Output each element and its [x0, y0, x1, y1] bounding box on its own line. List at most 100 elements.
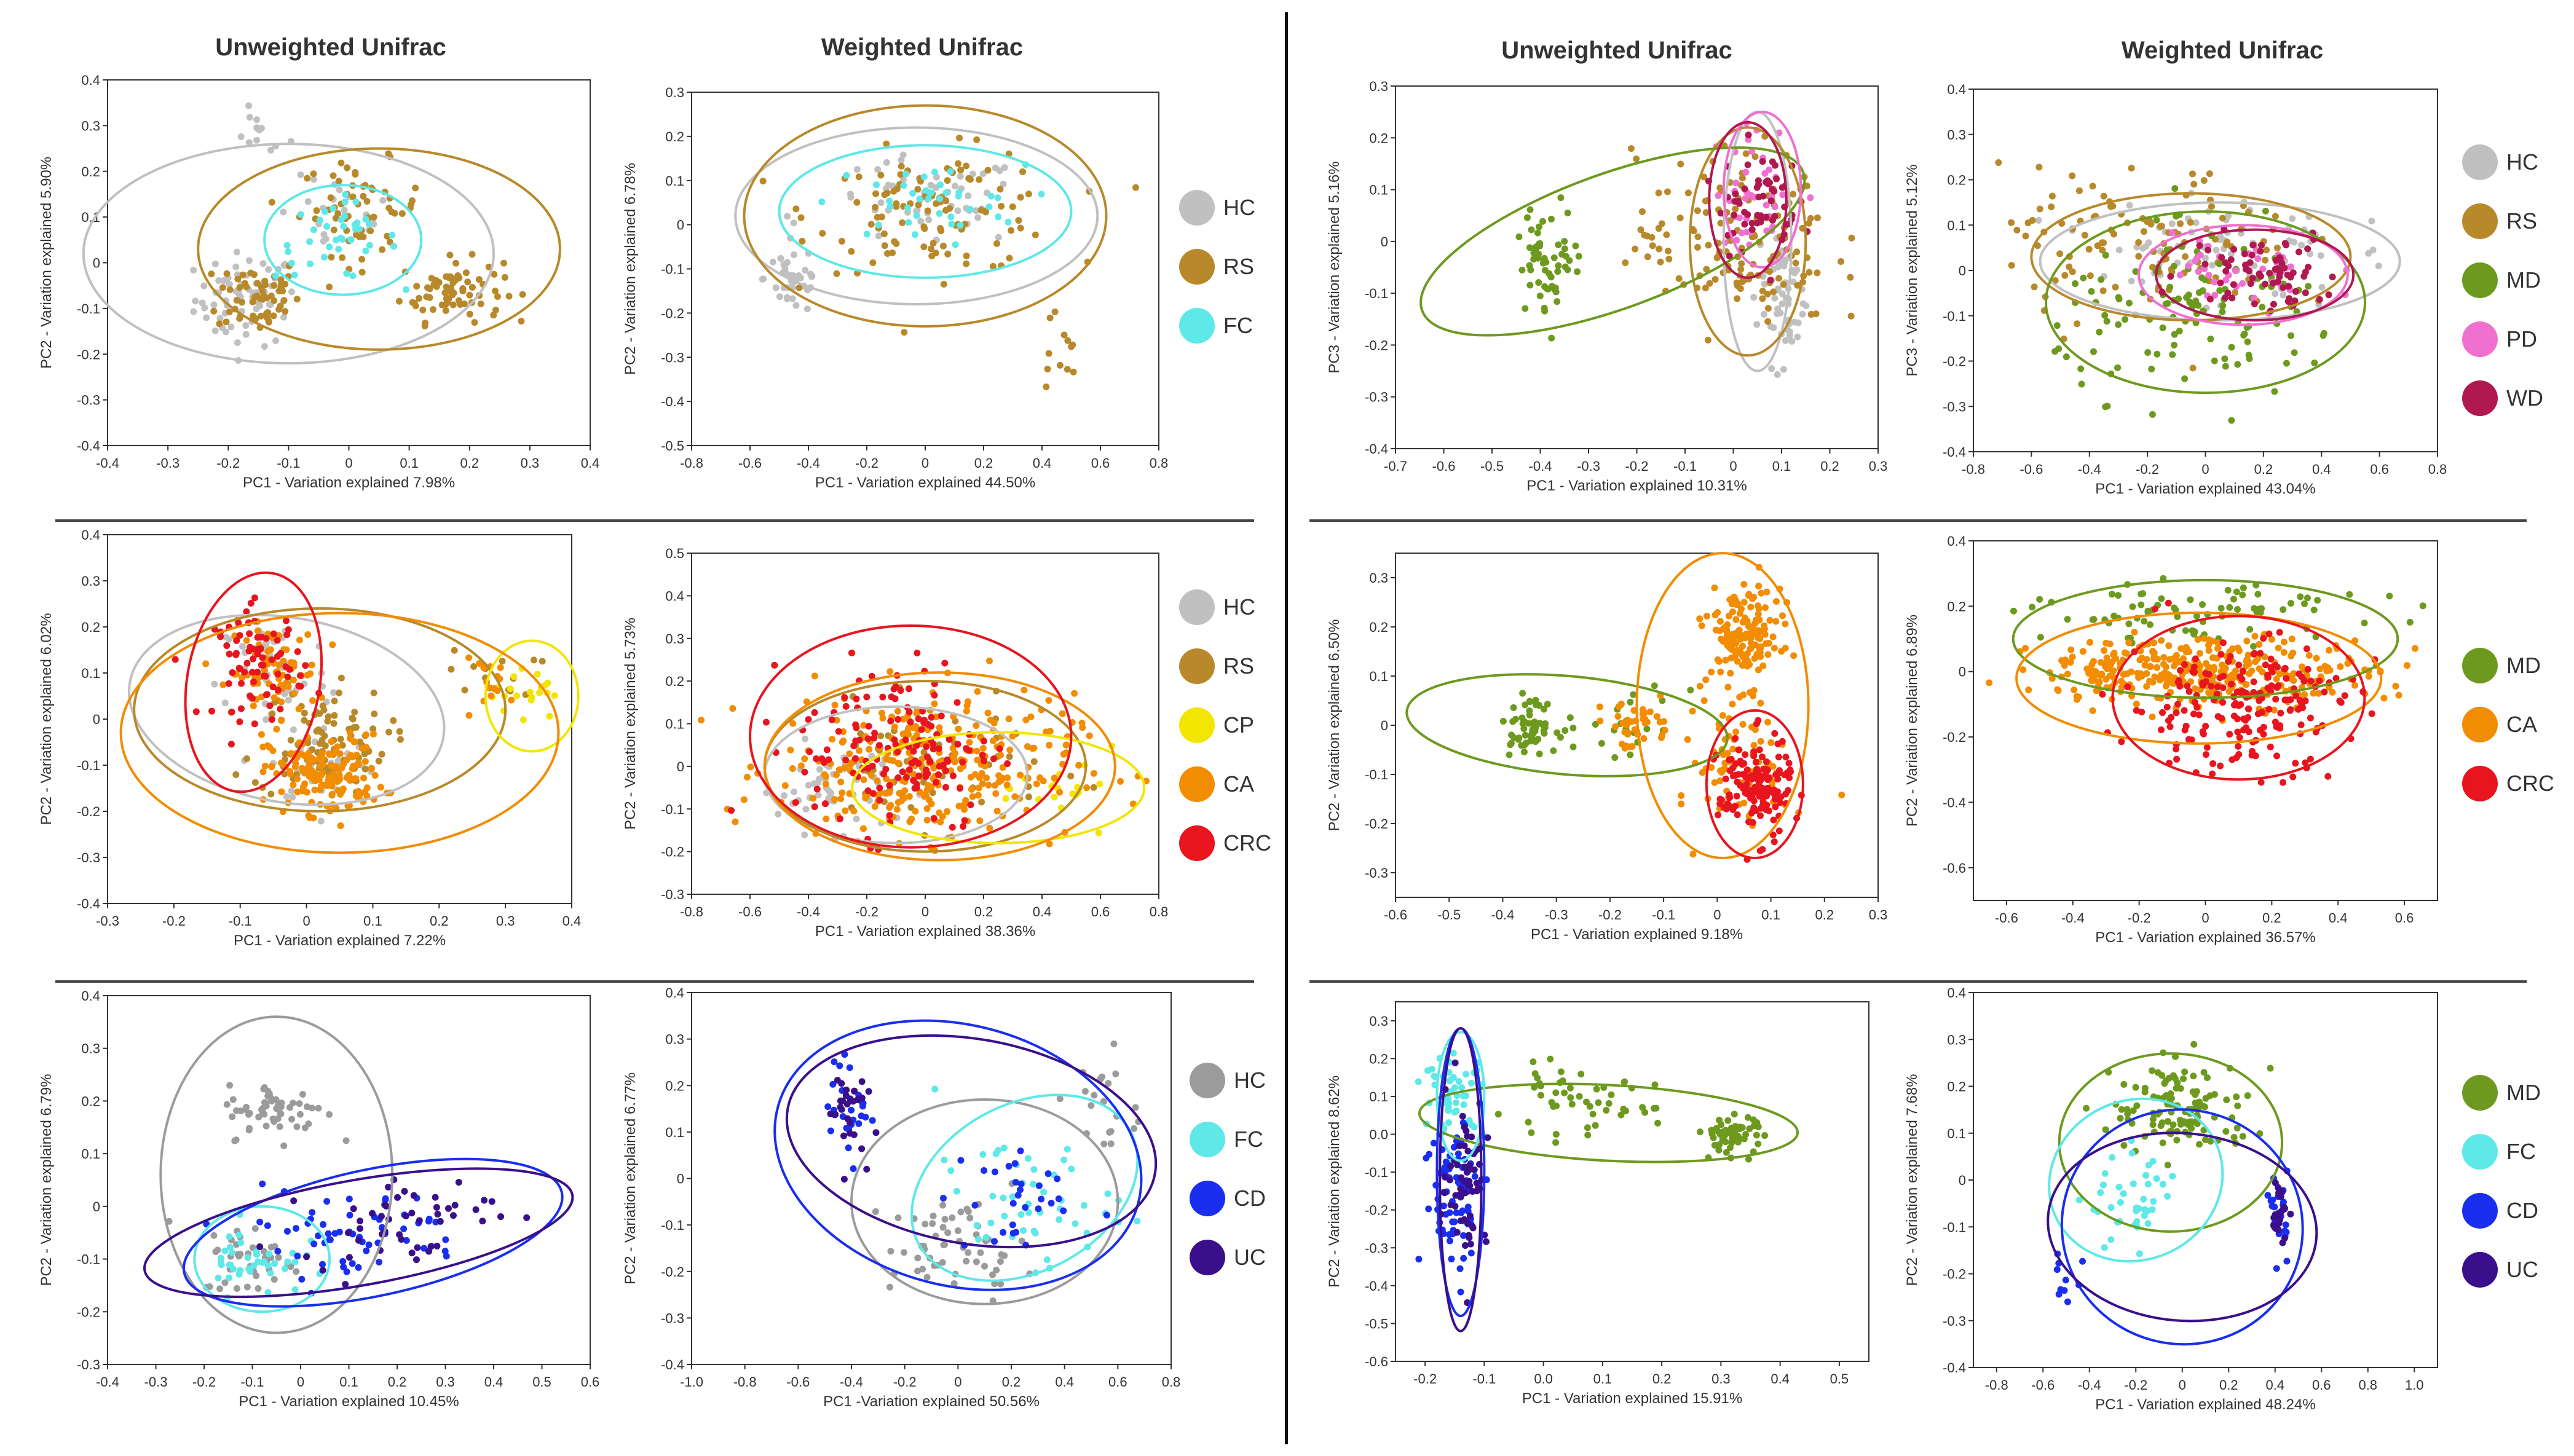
- data-point-md: [2234, 361, 2241, 368]
- data-point-cd: [319, 1261, 326, 1268]
- x-axis-label: PC1 - Variation explained 36.57%: [2095, 929, 2315, 946]
- data-point-md: [1552, 1130, 1560, 1138]
- data-point-hc: [993, 1266, 1000, 1273]
- x-tick-label: -1.0: [680, 1374, 703, 1390]
- data-point-md: [1621, 1078, 1628, 1085]
- data-point-crc: [2250, 678, 2257, 685]
- data-point-hc: [232, 263, 240, 270]
- data-point-cd: [1446, 1209, 1453, 1216]
- data-point-ca: [2191, 685, 2198, 693]
- data-point-md: [2077, 365, 2085, 372]
- data-point-rs: [2099, 246, 2106, 254]
- data-point-ca: [1769, 633, 1777, 640]
- data-point-ca: [2048, 675, 2056, 682]
- data-point-ca: [823, 815, 830, 822]
- data-point-crc: [871, 734, 878, 742]
- data-point-uc: [481, 1197, 488, 1204]
- data-point-ca: [894, 760, 902, 767]
- confidence-ellipse-ca: [119, 612, 560, 854]
- y-tick-label: 0.2: [665, 129, 684, 144]
- x-tick-label: -0.1: [229, 913, 252, 929]
- data-point-ca: [1700, 697, 1708, 704]
- data-point-hc: [280, 313, 287, 321]
- data-point-fc: [1068, 1165, 1075, 1173]
- data-point-uc: [1465, 1167, 1472, 1174]
- data-point-ca: [2205, 647, 2213, 654]
- data-point-md: [1627, 751, 1634, 758]
- data-point-hc: [883, 159, 890, 166]
- x-axis-label: PC1 - Variation explained 44.50%: [815, 474, 1035, 491]
- data-point-crc: [853, 724, 860, 731]
- data-point-md: [1739, 1124, 1746, 1131]
- data-point-cp: [507, 685, 514, 693]
- data-point-md: [2170, 262, 2177, 270]
- data-point-hc: [2225, 212, 2232, 219]
- x-tick-label: 0.6: [2312, 1377, 2331, 1393]
- data-point-rs: [335, 178, 342, 185]
- data-point-crc: [257, 645, 264, 652]
- data-point-rs: [993, 240, 1001, 247]
- data-point-ca: [974, 688, 981, 695]
- data-point-ca: [1661, 726, 1668, 734]
- data-point-md: [1734, 1138, 1742, 1146]
- x-tick-label: -0.2: [1598, 907, 1622, 923]
- data-point-hc: [781, 792, 788, 800]
- data-point-ca: [294, 775, 301, 782]
- data-point-ca: [2083, 665, 2091, 672]
- data-point-ca: [288, 750, 295, 757]
- data-point-hc: [280, 208, 287, 216]
- data-point-rs: [1064, 337, 1072, 344]
- data-point-rs: [838, 237, 845, 245]
- data-point-rs: [250, 271, 258, 278]
- data-point-uc: [839, 1097, 847, 1104]
- data-point-hc: [998, 1251, 1005, 1258]
- data-point-hc: [927, 181, 934, 189]
- data-point-ca: [2205, 642, 2213, 649]
- x-tick-label: 0.1: [1772, 458, 1791, 474]
- data-point-md: [1532, 696, 1539, 704]
- y-tick-label: 0.2: [81, 620, 100, 635]
- data-point-crc: [792, 799, 799, 806]
- data-point-ca: [259, 768, 267, 776]
- y-tick-label: 0.4: [1947, 533, 1966, 549]
- data-point-crc: [274, 687, 282, 694]
- data-point-md: [2173, 213, 2180, 220]
- data-point-ca: [837, 795, 845, 803]
- data-point-ca: [2205, 636, 2213, 643]
- data-point-md: [1592, 721, 1599, 728]
- data-point-hc: [301, 1124, 309, 1131]
- y-tick-label: -0.6: [1365, 1354, 1388, 1369]
- data-point-rs: [2232, 289, 2239, 296]
- data-point-crc: [2138, 709, 2146, 716]
- data-point-md: [2259, 304, 2266, 311]
- data-point-md: [1540, 727, 1547, 734]
- data-point-pd: [2185, 262, 2192, 270]
- x-tick-label: 0.4: [2329, 910, 2348, 926]
- data-point-md: [2314, 597, 2321, 604]
- data-point-ca: [1750, 742, 1758, 749]
- data-point-md: [2064, 616, 2071, 623]
- y-axis-label: PC2 - Variation explained 6.50%: [1326, 619, 1343, 831]
- data-point-fc: [259, 1259, 266, 1266]
- data-point-rs: [238, 299, 245, 306]
- data-point-crc: [863, 693, 871, 701]
- data-point-ca: [967, 774, 974, 781]
- data-point-rs: [2222, 241, 2230, 248]
- y-axis-label: PC2 - Variation explained 7.68%: [1904, 1074, 1921, 1286]
- data-point-crc: [1763, 801, 1771, 809]
- data-point-md: [2158, 1072, 2166, 1079]
- data-point-cd: [824, 1103, 832, 1111]
- data-point-hc: [255, 1285, 262, 1292]
- data-point-crc: [2324, 773, 2332, 780]
- data-point-fc: [966, 205, 974, 213]
- data-point-pd: [2250, 294, 2257, 302]
- data-point-ca: [933, 713, 940, 720]
- data-point-cd: [1013, 1229, 1020, 1236]
- data-point-hc: [2035, 217, 2042, 224]
- data-point-wd: [2249, 274, 2256, 281]
- data-point-md: [2144, 348, 2152, 356]
- y-tick-label: 0.2: [1947, 599, 1966, 614]
- y-tick-label: -0.1: [1943, 309, 1966, 324]
- y-tick-label: 0.4: [665, 588, 684, 604]
- data-point-md: [2029, 604, 2036, 611]
